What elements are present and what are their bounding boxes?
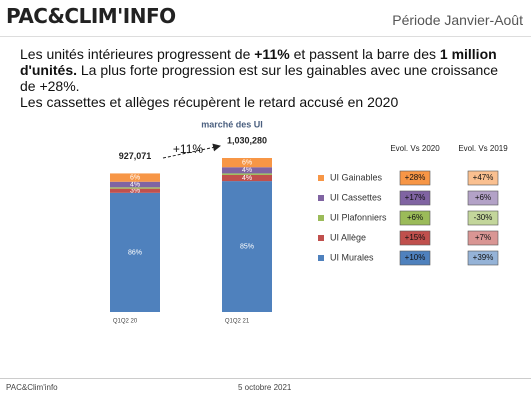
text-run: et passent la barre des	[289, 46, 440, 62]
intro-paragraph: Les unités intérieures progressent de +1…	[20, 46, 500, 94]
total-label: 1,030,280	[227, 135, 267, 145]
segment-label: 4%	[242, 167, 252, 174]
segment-label: 86%	[128, 249, 142, 256]
bar-segment	[110, 187, 160, 189]
legend-label: UI Cassettes	[330, 192, 382, 202]
bar-segment	[110, 173, 160, 182]
evolution-box	[467, 250, 499, 266]
legend-swatch	[318, 255, 324, 261]
intro-paragraph: Les cassettes et allèges récupèrent le r…	[20, 94, 399, 110]
legend-label: UI Gainables	[330, 172, 383, 182]
segment-label: 4%	[130, 181, 140, 188]
evolution-value: +6%	[407, 213, 423, 222]
evolution-value: +10%	[405, 253, 426, 262]
segment-label: 3%	[130, 188, 140, 195]
legend-label: UI Allège	[330, 232, 366, 242]
legend-label: UI Plafonniers	[330, 212, 387, 222]
bar-segment	[110, 188, 160, 193]
legend-swatch	[318, 175, 324, 181]
bar-segment	[110, 192, 160, 312]
evolution-box	[399, 230, 431, 246]
bold-run: +11%	[254, 46, 290, 62]
evolution-value: +15%	[405, 233, 426, 242]
x-tick-label: Q1Q2 21	[225, 319, 250, 325]
logo: PAC&CLIM'INFO	[6, 4, 176, 28]
legend-swatch	[318, 215, 324, 221]
column-header: Evol. Vs 2019	[458, 144, 508, 153]
period: Période Janvier-Août	[392, 12, 523, 28]
bar-segment	[222, 181, 272, 312]
evolution-box	[467, 230, 499, 246]
bar-segment	[222, 167, 272, 174]
header-rule	[0, 36, 531, 37]
footer-left: PAC&Clim'info	[6, 383, 58, 392]
x-tick-label: Q1Q2 20	[113, 319, 138, 325]
evolution-value: +17%	[405, 193, 426, 202]
legend-label: UI Murales	[330, 252, 374, 262]
segment-label: 4%	[242, 175, 252, 182]
column-header: Evol. Vs 2020	[390, 144, 440, 153]
chart-title: marché des UI	[201, 119, 263, 129]
segment-label: 85%	[240, 243, 254, 250]
evolution-value: +47%	[473, 173, 494, 182]
footer-date: 5 octobre 2021	[238, 383, 292, 392]
chart: marché des UI +11% 86%3%4%6%927,071Q1Q2 …	[110, 119, 508, 325]
legend-swatch	[318, 235, 324, 241]
bar-segment	[222, 158, 272, 168]
legend-swatch	[318, 195, 324, 201]
bold-run: 1 million d'unités.	[20, 46, 497, 78]
bar-segment	[222, 174, 272, 182]
text-run: La plus forte progression est sur les ga…	[20, 62, 499, 94]
bar-segment	[222, 173, 272, 175]
annotation: +11%	[173, 142, 203, 156]
bar-segment	[110, 181, 160, 188]
evolution-box	[467, 210, 499, 226]
segment-label: 6%	[130, 174, 140, 181]
evolution-value: +39%	[473, 253, 494, 262]
text-run: Les unités intérieures progressent de	[20, 46, 255, 62]
evolution-value: +28%	[405, 173, 426, 182]
evolution-box	[467, 190, 499, 206]
evolution-box	[399, 210, 431, 226]
evolution-value: +6%	[475, 193, 491, 202]
footer-rule	[0, 378, 531, 379]
evolution-box	[399, 190, 431, 206]
evolution-box	[467, 170, 499, 186]
evolution-box	[399, 250, 431, 266]
evolution-value: -30%	[474, 213, 493, 222]
intro-text: Les unités intérieures progressent de +1…	[20, 46, 500, 110]
total-label: 927,071	[119, 151, 152, 161]
evolution-box	[399, 170, 431, 186]
evolution-value: +7%	[475, 233, 491, 242]
segment-label: 6%	[242, 159, 252, 166]
